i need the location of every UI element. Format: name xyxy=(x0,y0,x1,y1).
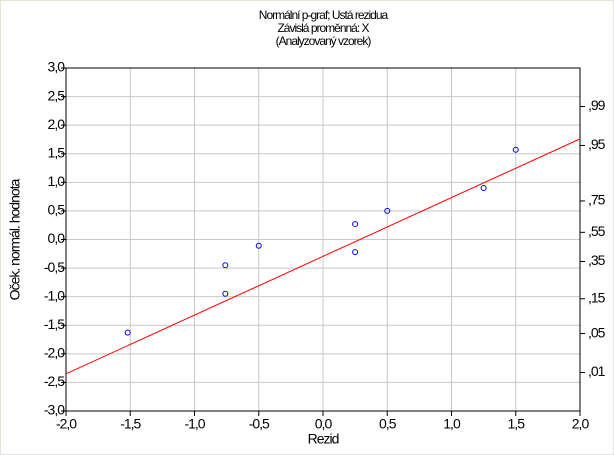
y-axis-label: Oček. normál. hodnota xyxy=(7,178,23,300)
y-tick-label: -0,5 xyxy=(44,259,65,275)
y2-tick-label: ,15 xyxy=(588,289,606,305)
x-tick-label: 0,5 xyxy=(379,416,397,432)
y-tick-label: 3,0 xyxy=(48,59,66,75)
point xyxy=(222,262,229,269)
point xyxy=(222,290,229,297)
y2-tick-label: ,99 xyxy=(588,97,606,113)
y2-tick-label: ,55 xyxy=(588,223,606,239)
y-tick-label: 1,0 xyxy=(48,173,66,189)
x-tick-label: 1,5 xyxy=(508,416,526,432)
fit-line xyxy=(65,138,581,375)
y2-tick-label: ,75 xyxy=(588,192,606,208)
point xyxy=(512,146,519,153)
point xyxy=(352,221,359,228)
y-tick-label: 2,0 xyxy=(48,116,66,132)
x-tick-label: -1,0 xyxy=(184,416,205,432)
y-tick-label: -2,0 xyxy=(44,345,65,361)
x-tick-label: -0,5 xyxy=(249,416,270,432)
point xyxy=(124,329,131,336)
point xyxy=(480,185,487,192)
y2-tick-label: ,95 xyxy=(588,136,606,152)
y-tick-label: 1,5 xyxy=(48,144,66,160)
chart-title: (Analyzovaný vzorek) xyxy=(276,34,372,48)
y-tick-label: -1,5 xyxy=(44,316,65,332)
x-tick-label: 2,0 xyxy=(572,416,590,432)
plot-border xyxy=(65,67,581,412)
x-tick-label: 0,0 xyxy=(315,416,333,432)
y-tick-label: -1,0 xyxy=(44,287,65,303)
point xyxy=(384,207,391,214)
y-tick-label: 0,5 xyxy=(48,202,66,218)
x-tick-label: -2,0 xyxy=(56,416,77,432)
x-axis-label: Rezid xyxy=(308,431,339,447)
y2-tick-label: ,01 xyxy=(588,363,606,379)
point xyxy=(352,249,359,256)
y-tick-label: -2,5 xyxy=(44,373,65,389)
y2-tick-label: ,05 xyxy=(588,324,606,340)
y-tick-label: 2,5 xyxy=(48,87,66,103)
y-tick-label: 0,0 xyxy=(48,230,66,246)
chart-title: Normální p-graf; Ustá rezidua xyxy=(259,8,389,22)
x-tick-label: -1,5 xyxy=(120,416,141,432)
chart-title: Závislá proměnná: X xyxy=(277,21,369,35)
y2-tick-label: ,35 xyxy=(588,252,606,268)
x-tick-label: 1,0 xyxy=(443,416,461,432)
point xyxy=(255,242,262,249)
y-tick-label: -3,0 xyxy=(44,402,65,418)
